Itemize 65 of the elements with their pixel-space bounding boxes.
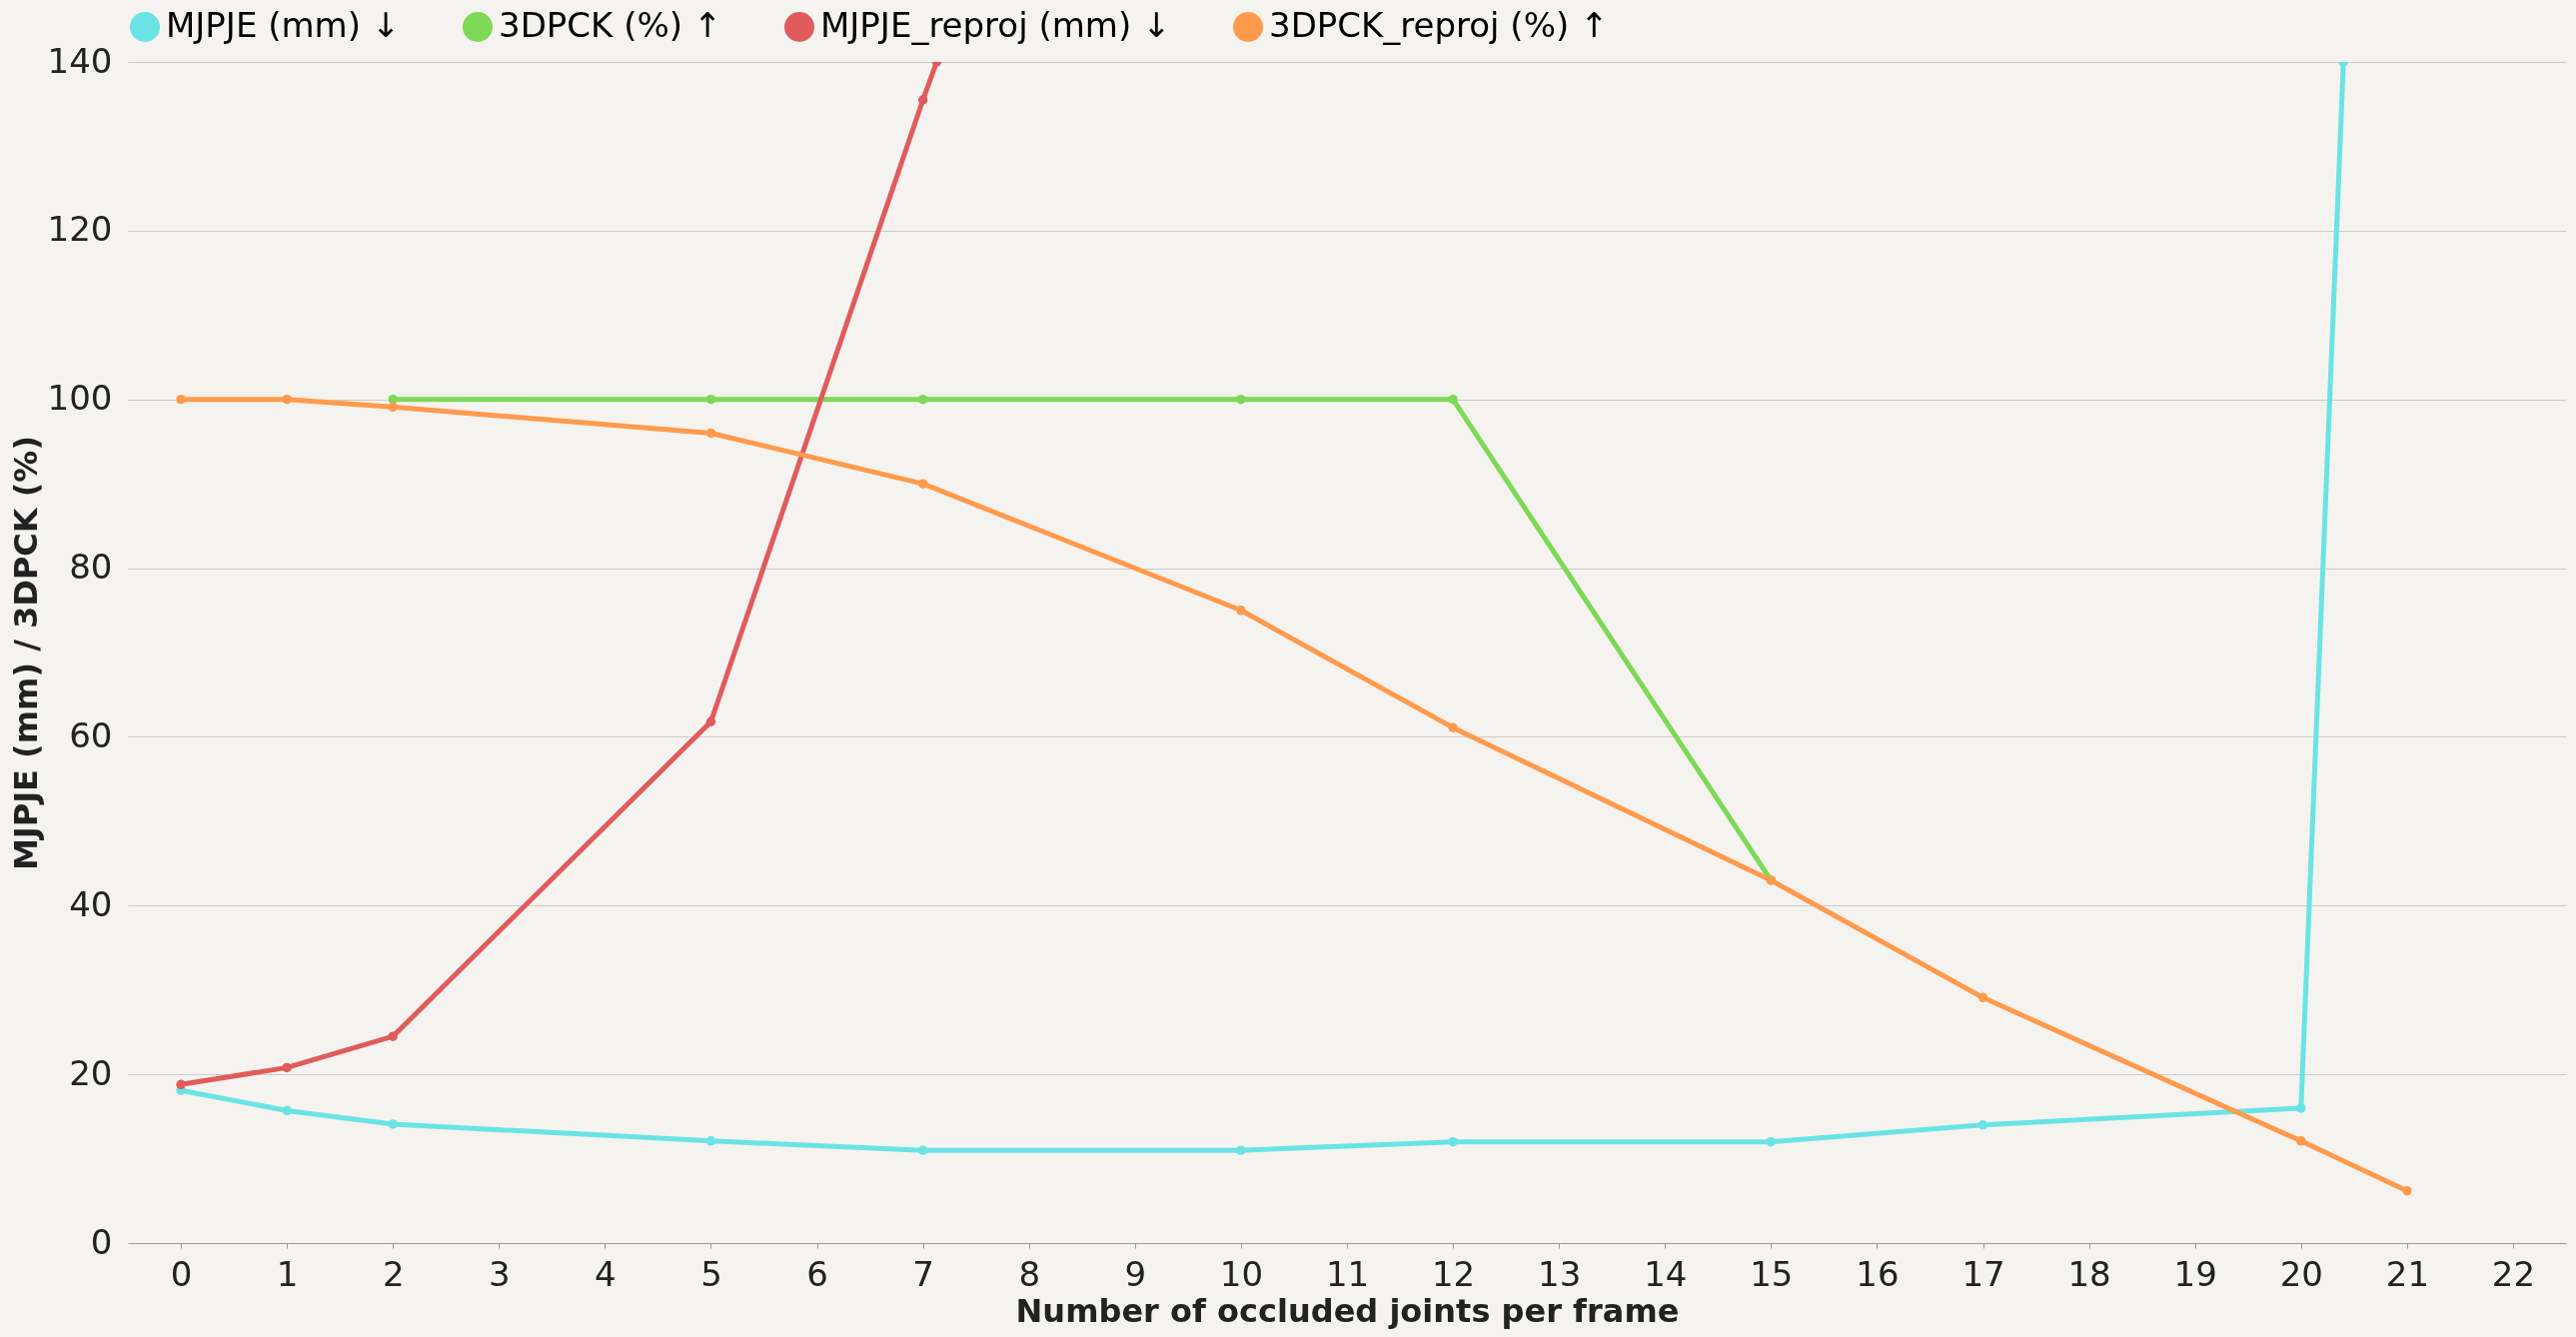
x-tick-label: 0 [170,1253,193,1294]
x-tick-label: 1 [276,1253,299,1294]
point [2296,1136,2306,1146]
x-tick-label: 14 [1644,1253,1688,1294]
x-tick-label: 13 [1538,1253,1582,1294]
point [388,1031,398,1041]
legend-label: 3DPCK_reproj (%) ↑ [1269,5,1609,45]
point [1236,1145,1246,1155]
point [705,394,716,405]
x-tick-label: 10 [1219,1253,1264,1294]
point [388,1119,398,1129]
x-tick-label: 18 [2067,1253,2111,1294]
y-tick-label: 100 [47,378,113,419]
y-tick-label: 60 [69,714,113,755]
y-tick-label: 0 [90,1221,113,1262]
point [388,402,398,413]
x-tick-label: 21 [2385,1253,2429,1294]
point [1766,1136,1777,1147]
point [1448,722,1458,732]
x-tick-label: 16 [1856,1253,1900,1294]
legend-label: MJPJE_reproj (mm) ↓ [820,5,1171,45]
y-tick-label: 80 [69,547,113,588]
x-tick-label: 17 [1961,1253,2005,1294]
point [282,1105,292,1116]
x-tick-label: 15 [1750,1253,1794,1294]
x-tick-label: 6 [806,1253,828,1294]
y-tick-label: 140 [47,40,113,81]
legend-label: MJPJE (mm) ↓ [166,5,401,45]
x-tick-label: 19 [2173,1253,2217,1294]
point [2402,1185,2412,1196]
point [1236,606,1246,616]
y-axis-title: MJPJE (mm) / 3DPCK (%) [6,435,45,871]
x-tick-label: 12 [1431,1253,1476,1294]
y-tick-label: 120 [47,209,113,250]
x-axis-title: Number of occluded joints per frame [1015,1291,1680,1330]
x-tick-label: 9 [1124,1253,1147,1294]
x-tick-label: 4 [595,1253,617,1294]
point [705,428,716,439]
point [176,394,186,405]
x-tick-label: 22 [2491,1253,2536,1294]
x-tick-label: 7 [912,1253,934,1294]
x-tick-label: 20 [2279,1253,2323,1294]
x-tick-label: 11 [1325,1253,1370,1294]
x-tick-label: 3 [488,1253,511,1294]
x-tick-label: 5 [700,1253,722,1294]
point [917,1145,928,1155]
point [705,1136,716,1146]
y-tick-label: 40 [69,883,113,924]
point [917,479,928,489]
x-tick-label: 8 [1018,1253,1041,1294]
point [1236,394,1246,405]
point [282,394,292,405]
point [1448,394,1458,405]
x-tick-label: 2 [382,1253,405,1294]
point [1977,1120,1988,1130]
point [176,1079,186,1090]
y-tick-label: 20 [69,1052,113,1093]
point [705,716,716,726]
legend-label: 3DPCK (%) ↑ [499,5,722,45]
point [1448,1136,1458,1147]
point [282,1062,292,1073]
point [2296,1103,2306,1113]
point [917,95,928,105]
point [1977,992,1988,1003]
point [917,394,928,405]
